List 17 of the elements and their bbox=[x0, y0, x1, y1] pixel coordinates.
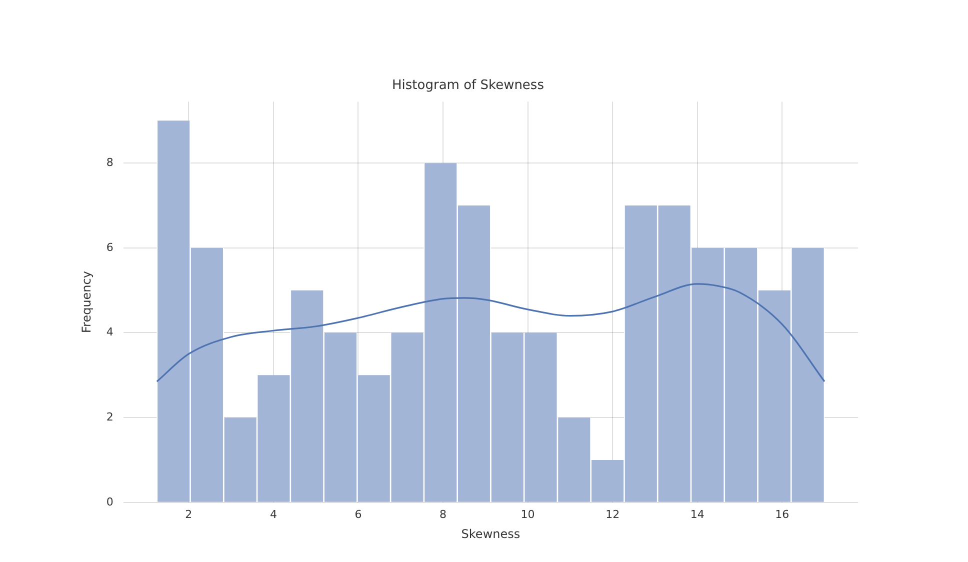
x-tick-label: 2 bbox=[185, 508, 192, 521]
line-series bbox=[156, 283, 826, 382]
x-tick-label: 12 bbox=[606, 508, 620, 521]
x-tick-label: 10 bbox=[520, 508, 535, 521]
y-tick-label: 8 bbox=[106, 156, 114, 169]
x-tick-label: 8 bbox=[440, 508, 447, 521]
x-tick-label: 16 bbox=[775, 508, 790, 521]
x-tick-label: 4 bbox=[270, 508, 277, 521]
x-tick-label: 6 bbox=[354, 508, 362, 521]
y-axis-title: Frequency bbox=[79, 271, 94, 333]
x-tick-label: 14 bbox=[690, 508, 704, 521]
chart-title: Histogram of Skewness bbox=[392, 78, 544, 94]
x-axis-title: Skewness bbox=[461, 526, 520, 541]
y-tick-label: 0 bbox=[106, 495, 114, 508]
y-tick-label: 6 bbox=[106, 240, 114, 254]
y-tick-label: 4 bbox=[106, 326, 114, 339]
y-tick-label: 2 bbox=[106, 410, 114, 424]
